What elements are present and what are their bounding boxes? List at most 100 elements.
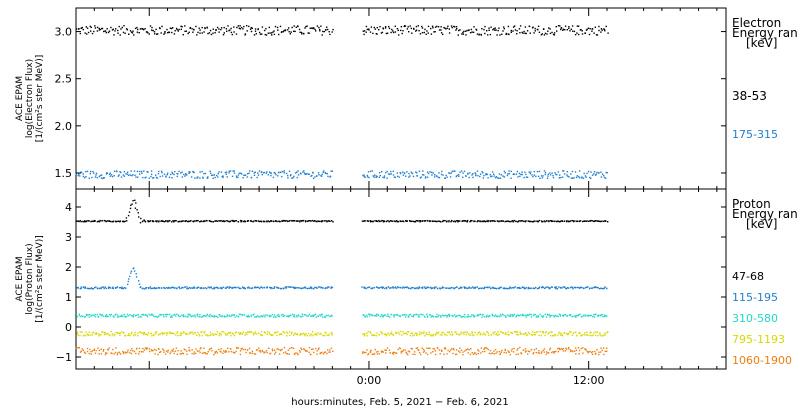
data-point (444, 27, 446, 29)
data-point (408, 31, 410, 33)
data-point (388, 349, 391, 351)
data-point (287, 220, 289, 223)
y-axis-label: ACE EPAM (15, 256, 25, 301)
data-point (150, 349, 153, 351)
data-point (216, 174, 218, 177)
data-point (302, 332, 304, 335)
data-point (441, 334, 443, 336)
data-point (586, 350, 588, 353)
data-point (381, 331, 383, 334)
data-point (382, 316, 384, 318)
data-point (246, 30, 248, 32)
data-point (168, 31, 171, 34)
data-point (163, 349, 165, 351)
data-point (585, 29, 588, 31)
data-point (117, 32, 119, 34)
data-point (566, 220, 568, 222)
data-point (433, 220, 435, 222)
data-point (539, 177, 541, 179)
data-point (565, 348, 568, 350)
data-point (312, 172, 314, 174)
data-point (254, 332, 256, 335)
data-point (574, 220, 576, 222)
data-point (392, 286, 394, 288)
data-point (121, 286, 123, 288)
data-point (193, 29, 195, 31)
data-point (312, 314, 314, 316)
data-point (316, 25, 319, 27)
data-point (215, 29, 217, 31)
data-point (246, 173, 249, 175)
data-point (262, 350, 264, 353)
data-point (544, 331, 547, 334)
data-point (212, 28, 214, 30)
data-point (143, 170, 145, 172)
data-point (191, 352, 193, 355)
data-point (281, 287, 283, 290)
data-point (399, 286, 402, 289)
data-point (521, 220, 523, 222)
data-point (436, 220, 438, 223)
data-point (99, 174, 102, 177)
data-point (559, 25, 561, 27)
data-point (94, 25, 96, 27)
data-point (371, 314, 373, 316)
data-point (459, 347, 461, 349)
data-point (453, 348, 455, 351)
data-point (300, 347, 302, 349)
data-point (581, 30, 583, 32)
data-point (171, 221, 173, 223)
data-point (440, 26, 442, 28)
data-point (367, 353, 370, 355)
data-point (443, 333, 446, 335)
data-point (462, 351, 464, 353)
data-point (564, 29, 566, 31)
data-point (430, 27, 432, 30)
data-point (595, 220, 597, 222)
data-point (82, 349, 84, 351)
data-point (197, 286, 200, 288)
data-point (315, 286, 317, 289)
data-point (518, 287, 521, 290)
data-point (130, 31, 133, 33)
data-point (448, 313, 450, 316)
data-point (392, 170, 394, 172)
data-point (555, 26, 557, 28)
data-point (544, 313, 546, 316)
data-point (196, 313, 199, 315)
data-point (153, 31, 156, 33)
data-point (310, 286, 313, 289)
data-point (172, 27, 174, 29)
data-point (196, 286, 198, 289)
data-point (84, 286, 86, 288)
data-point (407, 315, 410, 317)
data-point (233, 170, 235, 172)
data-point (470, 219, 472, 222)
data-point (95, 349, 97, 352)
data-point (595, 352, 597, 355)
data-point (388, 25, 390, 28)
data-point (528, 25, 531, 28)
data-point (519, 32, 521, 34)
data-point (184, 175, 186, 177)
data-point (91, 334, 93, 336)
data-point (202, 177, 204, 179)
data-point (486, 286, 488, 289)
data-point (543, 348, 546, 350)
data-point (268, 171, 271, 173)
data-point (454, 331, 456, 333)
data-point (310, 353, 312, 356)
data-point (265, 172, 267, 174)
data-point (593, 32, 595, 34)
data-point (165, 350, 168, 352)
data-point (250, 330, 252, 333)
y-axis-label: log(Proton Flux) (25, 243, 35, 314)
data-point (382, 286, 385, 288)
data-point (593, 316, 596, 318)
data-point (527, 350, 529, 352)
data-point (268, 221, 271, 223)
data-point (282, 313, 284, 316)
data-point (525, 32, 527, 35)
data-point (307, 332, 310, 335)
data-point (485, 173, 487, 175)
